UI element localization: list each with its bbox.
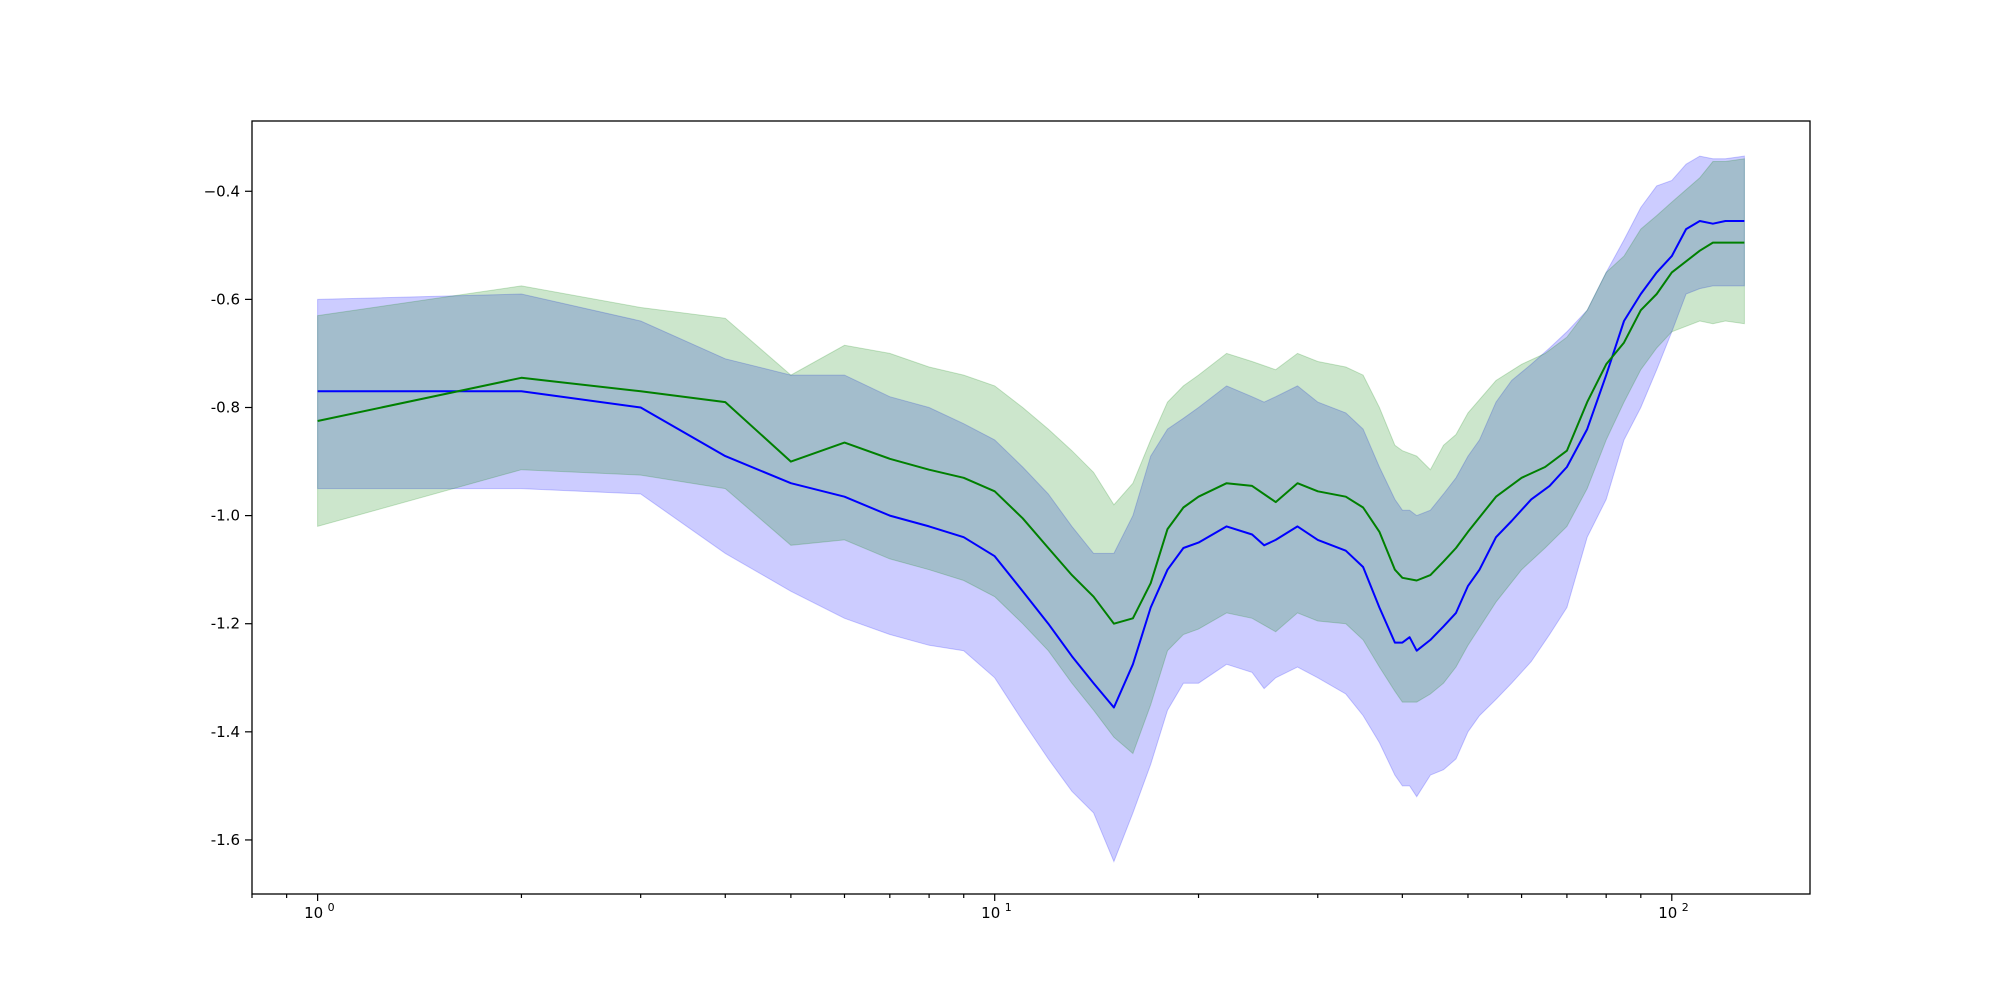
series-lines — [317, 220, 1745, 709]
axes-frame — [251, 120, 1811, 895]
y-tick-label: -1.2 — [211, 615, 240, 633]
y-axis: −0.4 -0.6 -0.8 -1.0 -1.2 -1.4 -1.6 — [204, 182, 252, 849]
x-tick-exponent: 1 — [1005, 901, 1012, 914]
x-tick-exponent: 2 — [1682, 901, 1689, 914]
x-tick-label: 10 — [981, 904, 1000, 922]
y-tick-label: -1.6 — [211, 831, 240, 849]
x-tick-label: 10 — [304, 904, 323, 922]
x-axis: 10 0 10 1 10 2 — [251, 894, 1689, 922]
series-0-line — [317, 220, 1745, 709]
y-tick-label: −0.4 — [204, 182, 240, 200]
series-1-line — [317, 241, 1745, 625]
y-tick-label: -1.0 — [211, 507, 240, 525]
y-tick-label: -0.6 — [211, 290, 240, 308]
x-tick-label: 10 — [1658, 904, 1677, 922]
x-tick-exponent: 0 — [328, 901, 335, 914]
y-tick-label: -1.4 — [211, 723, 240, 741]
confidence-bands — [317, 155, 1745, 863]
y-tick-label: -0.8 — [211, 398, 240, 416]
series-0-band — [317, 155, 1745, 863]
series-1-band — [317, 158, 1745, 755]
